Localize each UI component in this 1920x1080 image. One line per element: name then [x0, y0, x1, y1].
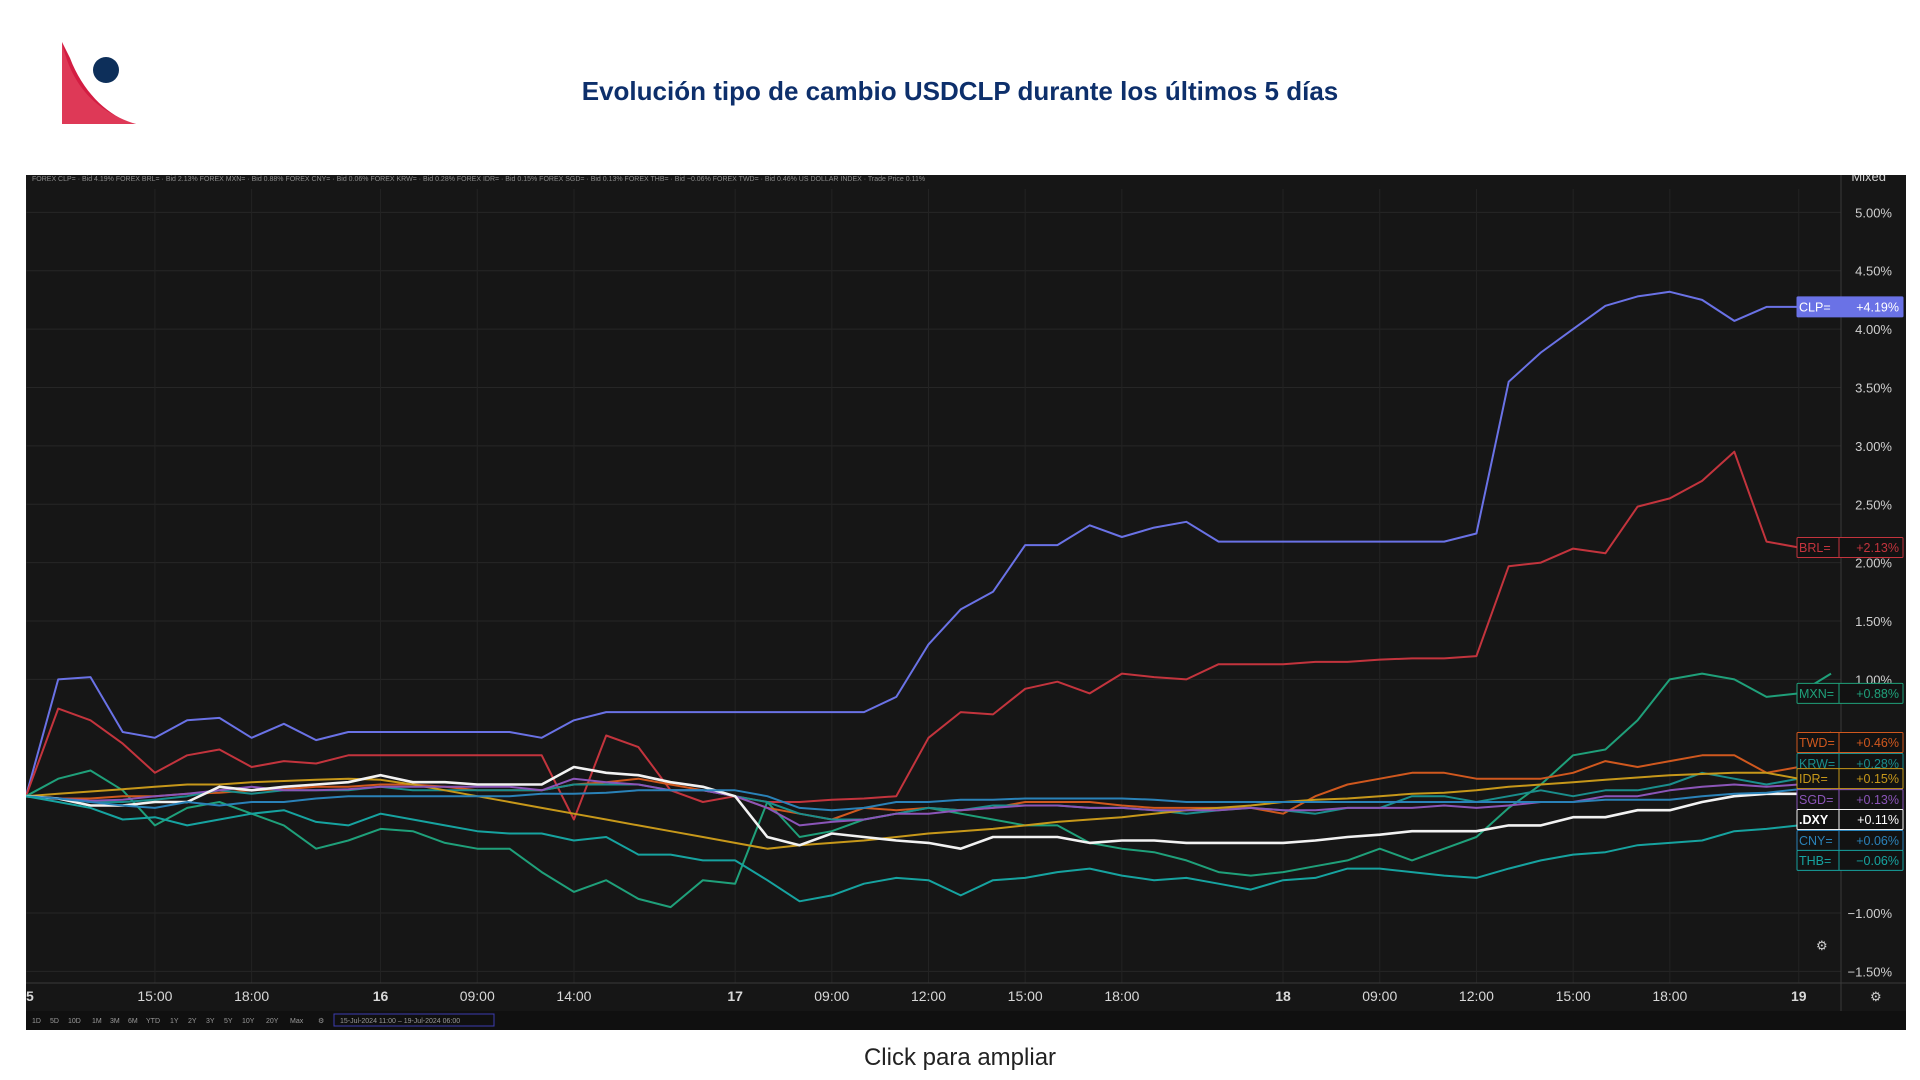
x-tick-label: 17: [727, 988, 743, 1004]
end-tag-value: +0.06%: [1856, 834, 1899, 848]
y-tick-label: 2.50%: [1855, 497, 1892, 512]
x-tick-label: 18:00: [1104, 988, 1139, 1004]
end-tag-name: CLP=: [1799, 300, 1831, 314]
timeframe-button[interactable]: 2Y: [188, 1018, 197, 1025]
enlarge-caption[interactable]: Click para ampliar: [863, 1044, 1057, 1071]
series-line-clp: [26, 290, 1831, 797]
date-range-label[interactable]: 15-Jul-2024 11:00 – 19-Jul-2024 06:00: [340, 1018, 460, 1025]
end-tag-value: +0.11%: [1857, 813, 1899, 827]
axis-settings-icon[interactable]: ⚙: [1870, 989, 1882, 1004]
series-line-cny: [26, 788, 1831, 812]
end-tag-twd: TWD= +0.46%: [1796, 731, 1904, 753]
timeframe-settings-icon[interactable]: ⚙: [318, 1017, 324, 1025]
end-tag-name: TWD=: [1799, 736, 1835, 750]
timeframe-button[interactable]: 5Y: [224, 1018, 233, 1025]
end-tag-name: IDR=: [1799, 772, 1828, 786]
line-chart: FOREX CLP= · Bid 4.19% FOREX BRL= · Bid …: [26, 175, 1906, 1030]
x-tick-label: 15:00: [137, 988, 172, 1004]
timeframe-button[interactable]: 10Y: [242, 1018, 255, 1025]
timeframe-button[interactable]: YTD: [146, 1018, 160, 1025]
x-tick-label: 19: [1791, 988, 1807, 1004]
scale-mode-label[interactable]: Mixed: [1851, 175, 1886, 184]
end-tag-name: CNY=: [1799, 834, 1833, 848]
logo-sail-light: [62, 42, 136, 124]
end-tag-clp: CLP= +4.19%: [1796, 296, 1904, 318]
end-tag-value: +2.13%: [1856, 541, 1899, 555]
y-tick-label: 3.00%: [1855, 439, 1892, 454]
end-tag-value: +0.13%: [1856, 793, 1899, 807]
series-line-dxy: [26, 765, 1832, 850]
timeframe-button[interactable]: 1M: [92, 1018, 102, 1025]
x-tick-label: 12:00: [1459, 988, 1494, 1004]
x-tick-label: 18: [1275, 988, 1291, 1004]
end-tag-dxy: .DXY +0.11%: [1796, 809, 1904, 831]
series-line-brl: [26, 450, 1799, 821]
y-tick-label: −1.50%: [1848, 964, 1893, 979]
y-tick-label: 4.00%: [1855, 322, 1892, 337]
page-title: Evolución tipo de cambio USDCLP durante …: [581, 76, 1339, 106]
timeframe-button[interactable]: 10D: [68, 1018, 81, 1025]
timeframe-button[interactable]: 1Y: [170, 1018, 179, 1025]
timeframe-button[interactable]: 3Y: [206, 1018, 215, 1025]
end-tag-name: THB=: [1799, 854, 1831, 868]
logo-dot: [93, 57, 119, 83]
x-tick-label: 16: [373, 988, 389, 1004]
x-tick-label: 15:00: [1556, 988, 1591, 1004]
end-tag-value: +4.19%: [1856, 300, 1899, 314]
y-tick-label: 5.00%: [1855, 205, 1892, 220]
x-tick-label: 18:00: [1652, 988, 1687, 1004]
timeframe-bar: [26, 1011, 1906, 1030]
x-tick-label: 09:00: [1362, 988, 1397, 1004]
end-tag-value: +0.88%: [1856, 687, 1899, 701]
chart-settings-icon[interactable]: ⚙: [1816, 938, 1828, 953]
y-tick-label: 2.00%: [1855, 556, 1892, 571]
end-tag-cny: CNY= +0.06%: [1796, 830, 1904, 852]
timeframe-button[interactable]: 6M: [128, 1018, 138, 1025]
timeframe-button[interactable]: Max: [290, 1018, 304, 1025]
x-tick-label: 5: [26, 988, 34, 1004]
x-tick-label: 09:00: [814, 988, 849, 1004]
end-tag-name: BRL=: [1799, 541, 1831, 555]
y-tick-label: 4.50%: [1855, 264, 1892, 279]
y-tick-label: 3.50%: [1855, 381, 1892, 396]
timeframe-button[interactable]: 5D: [50, 1018, 59, 1025]
x-tick-label: 09:00: [460, 988, 495, 1004]
timeframe-button[interactable]: 1D: [32, 1018, 41, 1025]
end-tag-brl: BRL= +2.13%: [1796, 536, 1904, 558]
timeframe-button[interactable]: 3M: [110, 1018, 120, 1025]
series-legend-strip: FOREX CLP= · Bid 4.19% FOREX BRL= · Bid …: [32, 176, 925, 183]
end-tag-name: SGD=: [1799, 793, 1833, 807]
y-tick-label: −1.00%: [1848, 906, 1893, 921]
x-tick-label: 14:00: [556, 988, 591, 1004]
end-tag-value: −0.06%: [1856, 854, 1899, 868]
x-tick-label: 15:00: [1008, 988, 1043, 1004]
company-logo: [62, 42, 136, 124]
y-tick-label: 1.50%: [1855, 614, 1892, 629]
timeframe-button[interactable]: 20Y: [266, 1018, 279, 1025]
end-tag-idr: IDR= +0.15%: [1796, 768, 1904, 790]
x-tick-label: 12:00: [911, 988, 946, 1004]
end-tag-sgd: SGD= +0.13%: [1796, 789, 1904, 811]
end-tag-name: MXN=: [1799, 687, 1834, 701]
end-tag-name: KRW=: [1799, 757, 1835, 771]
end-tag-value: +0.15%: [1856, 772, 1899, 786]
series-line-thb: [26, 795, 1832, 903]
end-tag-name: .DXY: [1799, 813, 1829, 827]
date-range-box[interactable]: [333, 1013, 495, 1027]
series-line-sgd: [26, 777, 1832, 827]
chart-panel[interactable]: FOREX CLP= · Bid 4.19% FOREX BRL= · Bid …: [26, 175, 1906, 1030]
end-tag-value: +0.46%: [1856, 736, 1899, 750]
end-tag-mxn: MXN= +0.88%: [1796, 682, 1904, 704]
end-tag-value: +0.28%: [1856, 757, 1899, 771]
x-tick-label: 18:00: [234, 988, 269, 1004]
end-tag-thb: THB= −0.06%: [1796, 849, 1904, 871]
series-line-idr: [26, 771, 1832, 850]
